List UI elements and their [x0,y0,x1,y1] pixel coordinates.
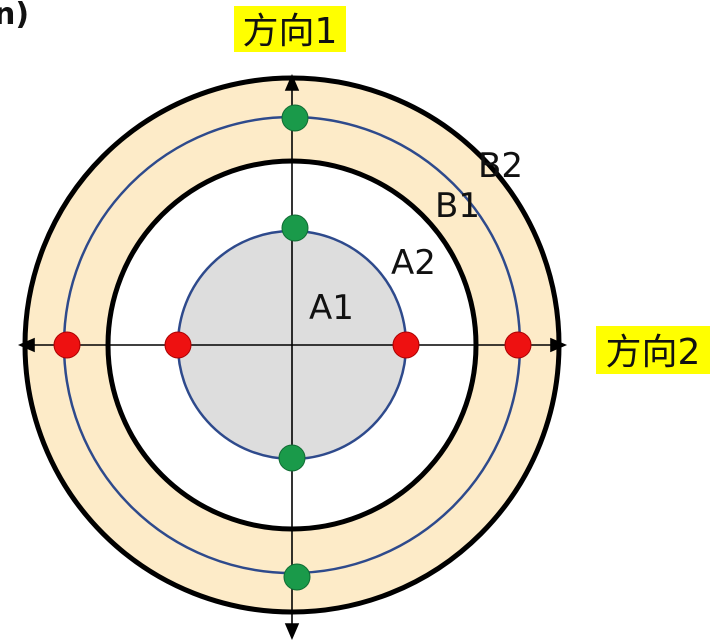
label-b1: B1 [435,186,480,226]
label-b2: B2 [478,146,523,186]
green-dot [281,104,309,132]
arrow-down-icon [284,623,300,641]
direction1-label: 方向1 [243,11,338,52]
green-dot [281,214,309,242]
direction1-highlight [234,6,346,52]
label-a1: A1 [309,288,354,328]
axes [17,73,568,641]
red-dot [53,331,81,359]
label-a2: A2 [391,243,436,283]
direction2-highlight [596,326,710,374]
direction2-label: 方向2 [606,332,701,373]
arrow-left-icon [17,337,35,353]
arrow-up-icon [284,73,300,91]
red-dots [53,331,532,359]
green-dot [283,563,311,591]
green-dot [278,444,306,472]
red-dot [504,331,532,359]
red-dot [392,331,420,359]
red-dot [164,331,192,359]
green-dots [278,104,311,591]
panel-label: n) [0,0,29,32]
arrow-right-icon [550,337,568,353]
